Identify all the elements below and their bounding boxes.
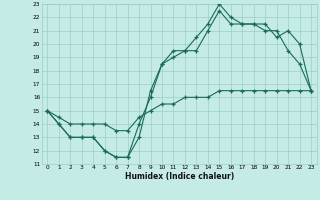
X-axis label: Humidex (Indice chaleur): Humidex (Indice chaleur) [124, 172, 234, 181]
